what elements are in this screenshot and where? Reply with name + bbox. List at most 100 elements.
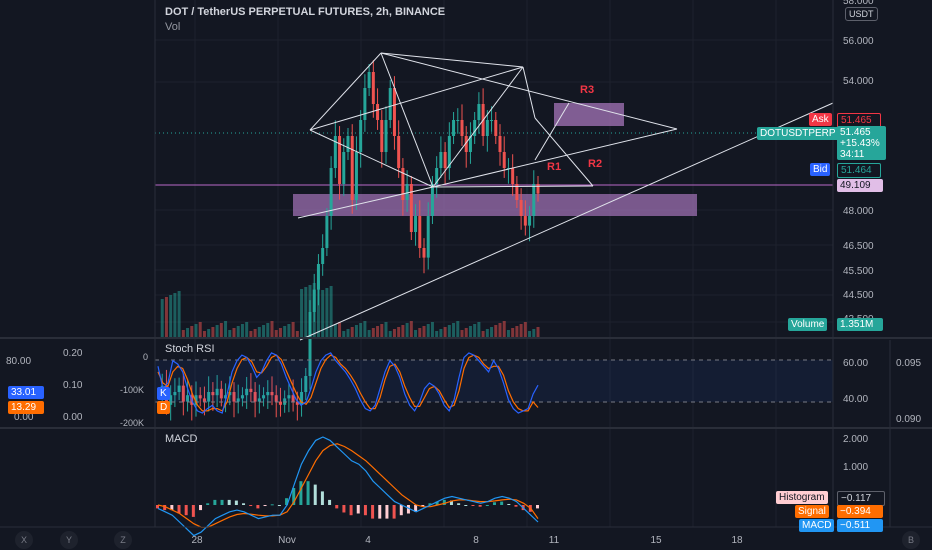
volume-bar — [409, 321, 413, 337]
volume-bar — [473, 324, 477, 337]
volume-bar — [528, 331, 532, 337]
candle-body — [363, 88, 367, 120]
candle-body — [257, 398, 261, 402]
candle-body — [169, 395, 173, 405]
stoch-tick: 40.00 — [843, 394, 868, 405]
histogram-bar — [292, 488, 296, 505]
volume-bar — [515, 326, 519, 337]
histogram-bar — [177, 505, 181, 514]
volume-bar — [270, 321, 274, 337]
axis-button-x[interactable]: X — [15, 531, 33, 549]
volume-bar — [388, 331, 392, 337]
histogram-bar — [356, 505, 360, 514]
volume-bar — [202, 331, 206, 337]
signal-line — [157, 443, 539, 528]
time-tick: Nov — [278, 535, 296, 546]
histogram-bar — [449, 500, 453, 505]
trendline — [522, 66, 536, 119]
trendline — [380, 52, 434, 188]
price-tick: 56.000 — [843, 36, 874, 47]
candle-body — [485, 120, 489, 136]
volume-bar — [300, 289, 304, 337]
axis-button-y[interactable]: Y — [60, 531, 78, 549]
volume-bar — [371, 328, 375, 337]
histogram-bar — [199, 505, 203, 511]
histogram-bar — [184, 505, 188, 516]
price-tick: 44.500 — [843, 290, 874, 301]
volume-bar — [422, 326, 426, 337]
stoch-tick: 60.00 — [843, 358, 868, 369]
volume-bar — [418, 328, 422, 337]
volume-bar — [468, 326, 472, 337]
candle-body — [278, 401, 282, 405]
volume-bar — [164, 297, 168, 337]
candle-body — [308, 312, 312, 376]
price-tick: 48.000 — [843, 206, 874, 217]
volume-bar — [198, 322, 202, 337]
level-price-tag: 49.109 — [837, 179, 883, 192]
volume-bar — [532, 329, 536, 337]
candle-body — [253, 392, 257, 402]
candle-body — [388, 88, 392, 120]
volume-bar — [181, 330, 185, 337]
histogram-bar — [485, 505, 489, 506]
annotation-r1: R1 — [547, 161, 562, 173]
candle-body — [523, 216, 527, 226]
candle-body — [321, 248, 325, 264]
candle-body — [468, 136, 472, 152]
histogram-bar — [536, 505, 539, 509]
time-tick: 11 — [549, 535, 560, 546]
volume-bar — [249, 331, 253, 337]
volume-bar — [219, 323, 223, 337]
ask-label: Ask — [809, 113, 832, 126]
histogram-bar — [213, 499, 217, 505]
volume-bar — [287, 324, 291, 337]
stoch-d-legend: D — [157, 401, 171, 414]
trendline — [299, 102, 834, 341]
volume-bar — [240, 324, 244, 337]
histogram-bar — [320, 491, 324, 505]
grid-lines — [155, 0, 833, 527]
volume-bar — [405, 323, 409, 337]
candle-body — [397, 136, 401, 168]
histogram-bar — [378, 505, 382, 519]
candle-body — [367, 72, 371, 88]
histogram-bar — [263, 505, 267, 507]
histogram-bar — [442, 499, 446, 505]
volume-bar — [401, 325, 405, 337]
volume-bar — [359, 323, 363, 337]
target-zone — [554, 103, 624, 126]
volume-bar — [295, 331, 299, 337]
histogram-bar — [457, 503, 461, 505]
candle-body — [409, 184, 413, 232]
histogram-bar — [227, 499, 231, 505]
candle-body — [224, 395, 228, 399]
price-tick: 58.000 — [843, 0, 874, 7]
volume-bar — [257, 327, 261, 337]
histogram-bar — [406, 505, 410, 514]
candle-body — [202, 398, 206, 402]
time-tick: 15 — [650, 535, 662, 546]
histogram-bar — [371, 505, 375, 519]
left-tick: 0.00 — [63, 412, 83, 423]
histogram-value: −0.117 — [837, 491, 885, 506]
volume-bar — [443, 327, 447, 337]
histogram-bar — [492, 502, 496, 505]
candle-body — [354, 152, 358, 200]
macd-title: MACD — [165, 433, 198, 445]
price-change: +15.43% — [840, 138, 880, 149]
axis-button-z[interactable]: Z — [114, 531, 132, 549]
volume-bar — [376, 326, 380, 337]
volume-bar — [224, 321, 228, 337]
candle-body — [426, 216, 430, 258]
currency-button[interactable]: USDT — [845, 7, 878, 21]
trendline — [297, 186, 434, 219]
candle-body — [371, 72, 375, 104]
candle-body — [392, 88, 396, 136]
trendline — [534, 102, 570, 161]
histogram-bar — [163, 505, 167, 511]
last-price-box: 51.465 +15.43% 34:11 — [837, 126, 886, 160]
candle-body — [338, 136, 342, 184]
volume-bar — [283, 326, 287, 337]
axis-button-b[interactable]: B — [902, 531, 920, 549]
